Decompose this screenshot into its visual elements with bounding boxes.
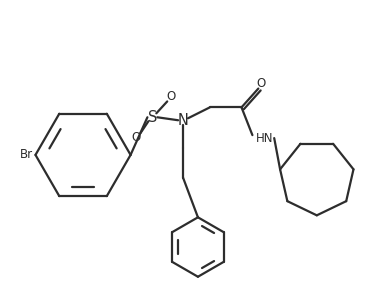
Text: N: N [178, 113, 189, 128]
Text: O: O [166, 90, 176, 103]
Text: HN: HN [256, 132, 273, 145]
Text: O: O [257, 77, 266, 90]
Text: O: O [131, 131, 140, 144]
Text: S: S [148, 110, 157, 125]
Text: Br: Br [19, 148, 32, 161]
